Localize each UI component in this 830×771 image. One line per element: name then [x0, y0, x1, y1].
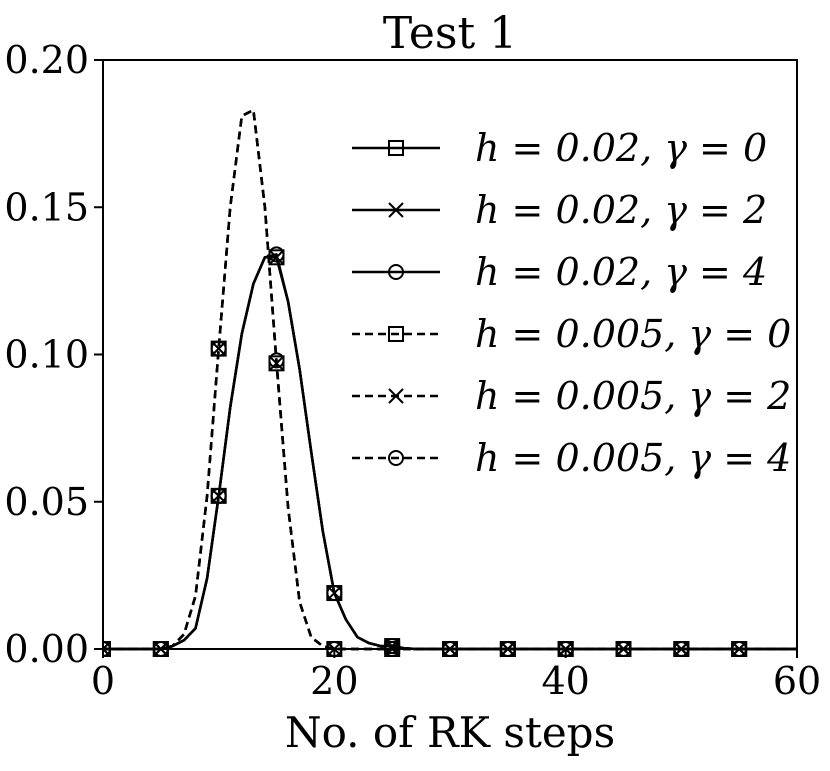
series-marker: [326, 585, 343, 602]
legend-label: h = 0.005, γ = 2: [475, 374, 791, 418]
x-tick-label: 20: [310, 659, 358, 703]
legend-entry: h = 0.005, γ = 2: [352, 374, 791, 418]
legend-marker: [388, 450, 404, 466]
legend-entry: h = 0.02, γ = 0: [352, 126, 767, 170]
legend-label: h = 0.02, γ = 4: [475, 250, 767, 294]
x-axis-title: No. of RK steps: [285, 708, 615, 757]
legend-label: h = 0.005, γ = 0: [475, 312, 791, 356]
legend-marker: [388, 264, 404, 280]
series-marker: [210, 340, 227, 357]
y-tick-label: 0.00: [4, 627, 89, 671]
legend-marker: [388, 326, 404, 342]
legend: h = 0.02, γ = 0 h = 0.02, γ = 2 h = 0.02, …: [352, 126, 791, 480]
legend-label: h = 0.02, γ = 2: [475, 188, 767, 232]
y-tick-label: 0.20: [4, 38, 89, 82]
legend-entry: h = 0.02, γ = 2: [352, 188, 767, 232]
legend-marker: [388, 388, 404, 404]
legend-marker: [388, 202, 404, 218]
legend-entry: h = 0.005, γ = 0: [352, 312, 791, 356]
y-tick-label: 0.10: [4, 333, 89, 377]
legend-label: h = 0.005, γ = 4: [475, 436, 791, 480]
y-tick-label: 0.15: [4, 185, 89, 229]
series-marker: [210, 487, 227, 504]
legend-entry: h = 0.005, γ = 4: [352, 436, 791, 480]
legend-label: h = 0.02, γ = 0: [475, 126, 767, 170]
x-tick-label: 40: [541, 659, 589, 703]
y-tick-label: 0.05: [4, 480, 89, 524]
legend-marker: [388, 140, 404, 156]
ticks-layer: 0 20 40 60 0.00 0.05 0.10 0.15 0.20: [4, 38, 821, 703]
x-tick-label: 60: [773, 659, 821, 703]
legend-entry: h = 0.02, γ = 4: [352, 250, 767, 294]
series-marker: [268, 352, 285, 369]
series-marker: [268, 246, 285, 263]
chart-title: Test 1: [383, 8, 517, 59]
x-tick-label: 0: [91, 659, 115, 703]
